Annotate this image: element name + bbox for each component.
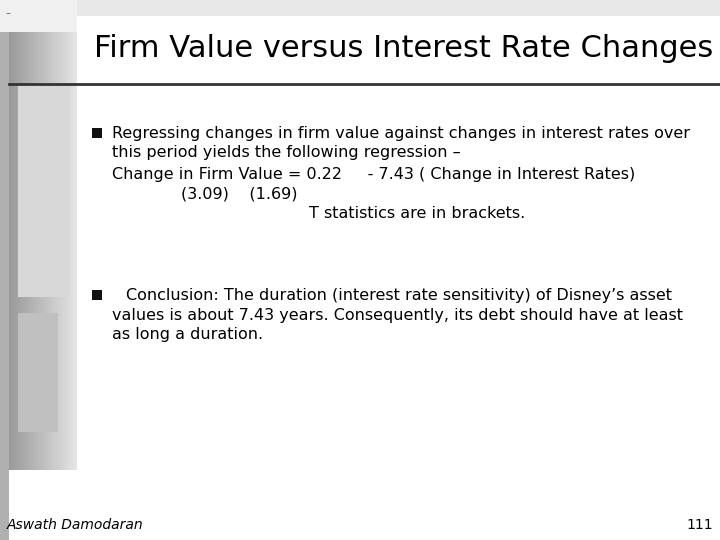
Bar <box>0 0 77 32</box>
Bar <box>92 290 102 300</box>
Bar <box>41 0 43 470</box>
Text: Firm Value versus Interest Rate Changes: Firm Value versus Interest Rate Changes <box>94 34 713 63</box>
Bar <box>21 0 22 470</box>
Text: Conclusion: The duration (interest rate sensitivity) of Disney’s asset: Conclusion: The duration (interest rate … <box>126 288 672 303</box>
Bar <box>48 0 50 470</box>
Bar <box>37 0 40 470</box>
Bar <box>77 0 720 84</box>
Bar <box>46 0 48 470</box>
Text: T statistics are in brackets.: T statistics are in brackets. <box>310 206 526 221</box>
Text: as long a duration.: as long a duration. <box>112 327 263 342</box>
Text: Change in Firm Value = 0.22     - 7.43 ( Change in Interest Rates): Change in Firm Value = 0.22 - 7.43 ( Cha… <box>112 167 635 183</box>
Bar <box>18 84 70 297</box>
Bar <box>24 0 26 470</box>
Bar <box>9 0 10 470</box>
Bar <box>26 0 27 470</box>
Text: this period yields the following regression –: this period yields the following regress… <box>112 145 460 160</box>
Bar <box>0 0 720 16</box>
Bar <box>12 0 14 470</box>
Bar <box>51 0 53 470</box>
Bar <box>29 0 31 470</box>
Bar <box>35 0 36 470</box>
Bar <box>73 0 76 470</box>
Text: 111: 111 <box>686 518 713 532</box>
Text: Aswath Damodaran: Aswath Damodaran <box>7 518 144 532</box>
Bar <box>32 0 35 470</box>
Bar <box>0 0 9 540</box>
Bar <box>31 0 32 470</box>
Bar <box>60 0 62 470</box>
Bar <box>55 0 57 470</box>
Bar <box>67 0 68 470</box>
Bar <box>76 0 77 470</box>
Bar <box>16 0 17 470</box>
Text: values is about 7.43 years. Consequently, its debt should have at least: values is about 7.43 years. Consequently… <box>112 308 683 323</box>
Text: (3.09)    (1.69): (3.09) (1.69) <box>140 186 298 201</box>
Bar <box>53 0 55 470</box>
Bar <box>57 0 58 470</box>
Bar <box>27 0 29 470</box>
Bar <box>17 0 19 470</box>
Bar <box>63 0 65 470</box>
Bar <box>70 0 72 470</box>
Bar <box>58 0 60 470</box>
Bar <box>68 0 71 470</box>
Bar <box>36 0 37 470</box>
Bar <box>62 0 63 470</box>
Bar <box>50 0 51 470</box>
Bar <box>92 128 102 138</box>
Bar <box>45 0 46 470</box>
Bar <box>19 0 21 470</box>
Bar <box>10 0 12 470</box>
Bar <box>18 313 58 432</box>
Bar <box>22 0 24 470</box>
Bar <box>40 0 41 470</box>
Text: Regressing changes in firm value against changes in interest rates over: Regressing changes in firm value against… <box>112 126 690 141</box>
Bar <box>43 0 45 470</box>
Bar <box>14 0 16 470</box>
Bar <box>72 0 73 470</box>
Bar <box>65 0 67 470</box>
Text: –: – <box>6 9 11 18</box>
